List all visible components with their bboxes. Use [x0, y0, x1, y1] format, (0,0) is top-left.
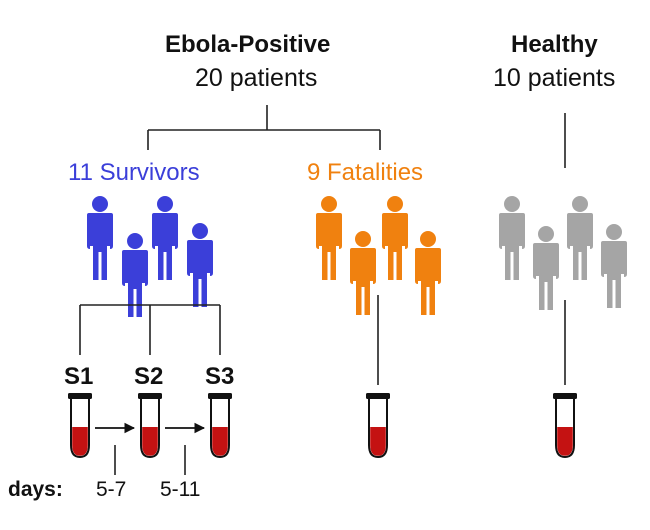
survivors-label: 11 Survivors: [68, 159, 200, 186]
person-icon: [533, 226, 559, 310]
person-icon: [316, 196, 342, 280]
person-icon: [415, 231, 441, 315]
healthy-people: [499, 196, 627, 310]
tube-s3: [207, 392, 233, 458]
sample-s2-label: S2: [134, 363, 164, 390]
tube-s1: [67, 392, 93, 458]
person-icon: [187, 223, 213, 307]
healthy-title: Healthy: [511, 31, 598, 58]
person-icon: [382, 196, 408, 280]
tube-fatalities: [365, 392, 391, 458]
ebola-count: 20 patients: [195, 64, 318, 92]
ebola-split-connector: [147, 105, 381, 150]
person-icon: [152, 196, 178, 280]
person-icon: [87, 196, 113, 280]
fatalities-label: 9 Fatalities: [307, 159, 424, 186]
ebola-title: Ebola-Positive: [165, 31, 331, 58]
person-icon: [499, 196, 525, 280]
person-icon: [601, 224, 627, 308]
tube-healthy: [552, 392, 578, 458]
survivors-sample-connector: [79, 304, 221, 355]
person-icon: [567, 196, 593, 280]
person-icon: [350, 231, 376, 315]
survivors-people: [87, 196, 213, 317]
days-label: days:: [8, 478, 63, 501]
sample-s1-label: S1: [64, 363, 94, 390]
sample-s3-label: S3: [205, 363, 235, 390]
interval-1: 5-7: [96, 478, 127, 501]
tube-s2: [137, 392, 163, 458]
healthy-count: 10 patients: [493, 64, 616, 92]
interval-2: 5-11: [160, 478, 201, 501]
